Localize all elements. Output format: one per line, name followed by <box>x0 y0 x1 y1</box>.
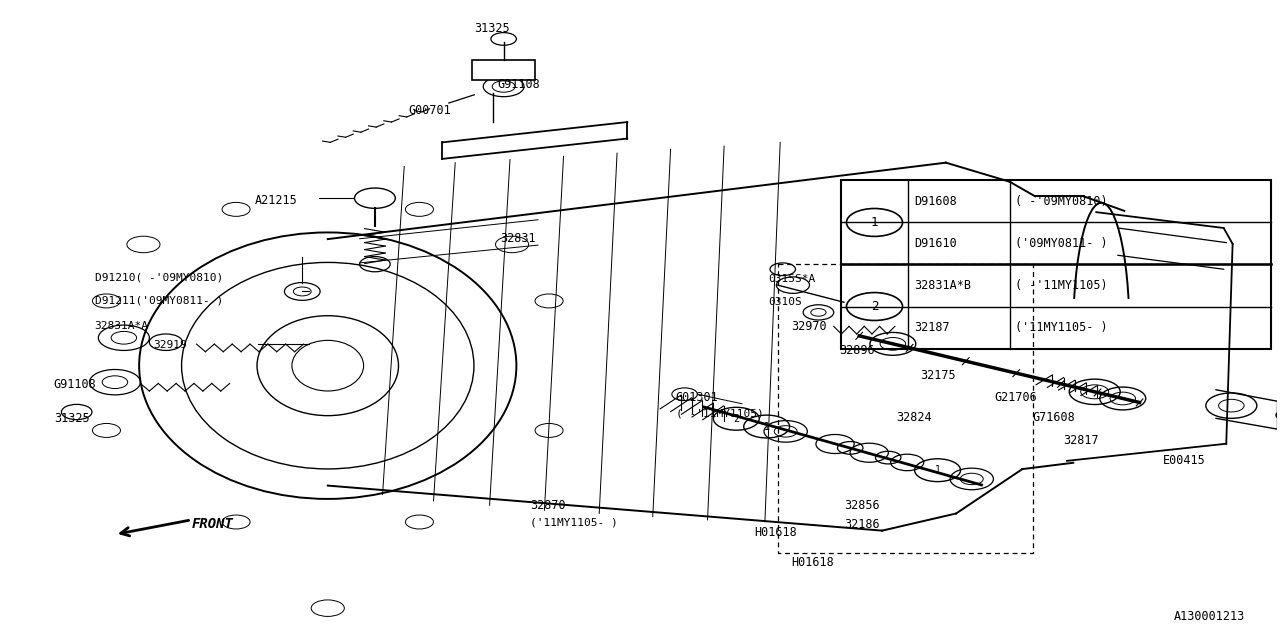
Circle shape <box>355 188 396 209</box>
Text: ('11MY1105- ): ('11MY1105- ) <box>530 518 618 528</box>
Text: 32186: 32186 <box>844 518 879 531</box>
Text: H01618: H01618 <box>755 526 797 539</box>
Text: H01618: H01618 <box>791 556 835 569</box>
Text: D91210( -'09MY0810): D91210( -'09MY0810) <box>95 273 223 282</box>
Text: ('11MY1105- ): ('11MY1105- ) <box>1015 321 1107 334</box>
Text: 32970: 32970 <box>791 320 827 333</box>
Text: 32870: 32870 <box>530 499 566 512</box>
Text: 2: 2 <box>870 300 878 313</box>
Bar <box>472 60 535 80</box>
Text: G91108: G91108 <box>54 378 96 392</box>
Bar <box>841 180 1271 349</box>
Text: 32187: 32187 <box>914 321 950 334</box>
Text: 32831A*A: 32831A*A <box>95 321 148 332</box>
Text: 31325: 31325 <box>54 412 90 425</box>
Text: G91108: G91108 <box>497 77 540 91</box>
Text: 32817: 32817 <box>1064 434 1098 447</box>
Circle shape <box>1276 410 1280 420</box>
Text: 1: 1 <box>934 465 941 476</box>
Text: 32175: 32175 <box>920 369 956 383</box>
Text: G21706: G21706 <box>995 391 1037 404</box>
Text: E00415: E00415 <box>1162 454 1206 467</box>
Text: D91610: D91610 <box>914 237 956 250</box>
Text: D91608: D91608 <box>914 195 956 208</box>
Text: D91211('09MY0811- ): D91211('09MY0811- ) <box>95 296 223 306</box>
Text: 31325: 31325 <box>475 22 509 35</box>
Text: G00701: G00701 <box>408 104 451 117</box>
Text: ( -'11MY1105): ( -'11MY1105) <box>676 409 763 419</box>
Text: G71608: G71608 <box>1033 412 1075 424</box>
Text: 32856: 32856 <box>844 499 879 512</box>
Text: A130001213: A130001213 <box>1174 611 1245 623</box>
Text: 32919: 32919 <box>154 340 187 350</box>
Text: FRONT: FRONT <box>192 516 233 531</box>
Text: ('09MY0811- ): ('09MY0811- ) <box>1015 237 1107 250</box>
Text: 1: 1 <box>764 422 769 431</box>
Text: 0310S: 0310S <box>769 296 803 307</box>
Text: 2: 2 <box>733 413 740 424</box>
Text: G01301: G01301 <box>676 391 718 404</box>
Text: 32824: 32824 <box>896 412 932 424</box>
Text: 0315S*A: 0315S*A <box>769 275 815 284</box>
Text: 32831: 32831 <box>499 232 535 246</box>
Text: ( -'09MY0810): ( -'09MY0810) <box>1015 195 1107 208</box>
Text: ( -'11MY1105): ( -'11MY1105) <box>1015 279 1107 292</box>
Text: 1: 1 <box>870 216 878 229</box>
Text: A21215: A21215 <box>255 193 298 207</box>
Text: 32831A*B: 32831A*B <box>914 279 972 292</box>
Text: 32896: 32896 <box>838 344 874 357</box>
